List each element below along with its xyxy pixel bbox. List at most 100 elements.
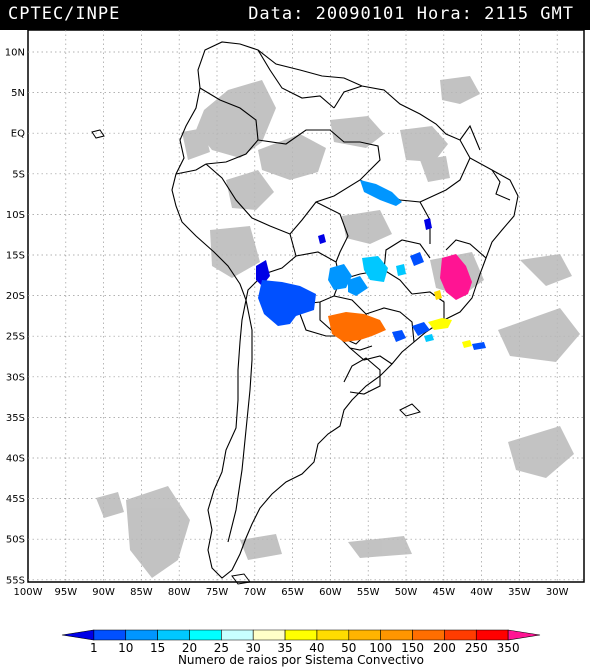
colorbar-segment	[348, 629, 381, 641]
longitude-labels: 100W 95W 90W 85W 80W 75W 70W 65W 60W 55W 50W 45W 40W…	[14, 587, 569, 598]
colorbar-segment	[61, 629, 95, 641]
longitude-label: 95W	[54, 587, 77, 598]
graticule	[28, 30, 584, 582]
colorbar-label: 30	[246, 641, 261, 655]
longitude-label: 65W	[281, 587, 304, 598]
system-central-small	[318, 234, 326, 244]
latitude-label: 45S	[6, 494, 25, 505]
longitude-label: 45W	[432, 587, 455, 598]
colorbar-label: 100	[369, 641, 392, 655]
border-brazil-states-11	[349, 347, 393, 365]
longitude-label: 100W	[14, 587, 43, 598]
system-amazon	[360, 180, 402, 206]
system-sp-yellow	[434, 290, 442, 300]
colorbar-label: 50	[341, 641, 356, 655]
colorbar-segment	[507, 629, 541, 641]
colorbar-segment	[316, 629, 350, 641]
latitude-label: 30S	[6, 372, 25, 383]
lightning-map: 10N5NEQ5S10S15S20S25S30S35S40S45S50S55S …	[5, 30, 585, 667]
colorbar-segment	[252, 629, 286, 641]
colorbar-label: 35	[277, 641, 292, 655]
map-header: CPTEC/INPE Data: 20090101 Hora: 2115 GMT	[0, 0, 590, 30]
longitude-label: 80W	[168, 587, 191, 598]
colorbar-segment	[284, 629, 318, 641]
colorbar-label: 1	[90, 641, 98, 655]
system-northeast	[424, 218, 432, 230]
cloud-cover	[96, 76, 580, 578]
colorbar-label: 150	[401, 641, 424, 655]
border-chile	[227, 299, 253, 543]
border-brazil-states-7	[315, 201, 349, 263]
latitude-label: 50S	[6, 535, 25, 546]
system-bolivia-north	[256, 260, 270, 286]
colorbar-label: 250	[465, 641, 488, 655]
border-guyana	[333, 85, 363, 109]
latitude-label: 15S	[6, 251, 25, 262]
border-brazil-states-9	[491, 169, 511, 201]
border-colombia	[199, 87, 259, 165]
colorbar-label: 350	[497, 641, 520, 655]
system-atlantic-a	[462, 340, 472, 348]
border-brazil-states-6	[365, 307, 415, 343]
latitude-label: 10S	[6, 210, 25, 221]
colorbar-segment	[157, 629, 190, 641]
border-venezuela	[257, 49, 335, 109]
colorbar: 1 10 15 20 25 30 35 40 50 100 150 200 250 350 Numero d…	[61, 629, 541, 667]
colorbar-segment	[221, 629, 254, 641]
border-brazil-states-4	[419, 157, 471, 203]
system-atlantic-b	[472, 342, 486, 350]
border-argentina-north	[289, 297, 373, 351]
latitude-label: 5S	[12, 169, 25, 180]
system-minas	[440, 254, 472, 300]
longitude-label: 50W	[395, 587, 418, 598]
system-mato-grosso	[328, 264, 352, 290]
colorbar-segment	[125, 629, 158, 641]
longitude-label: 30W	[546, 587, 569, 598]
latitude-label: 40S	[6, 454, 25, 465]
source-label: CPTEC/INPE	[8, 4, 121, 24]
colorbar-label: 15	[150, 641, 165, 655]
country-borders	[171, 41, 519, 579]
datetime-label: Data: 20090101 Hora: 2115 GMT	[248, 4, 574, 24]
continent-outline	[171, 41, 519, 579]
latitude-label: 25S	[6, 332, 25, 343]
colorbar-label: 20	[182, 641, 197, 655]
colorbar-label: 200	[433, 641, 456, 655]
border-brazil-states-10	[445, 239, 487, 259]
longitude-label: 35W	[508, 587, 531, 598]
system-sp-a	[392, 330, 406, 342]
colorbar-segment	[189, 629, 222, 641]
latitude-label: 5N	[11, 88, 25, 99]
border-brazil-states-8	[459, 124, 481, 151]
system-bolivia	[258, 280, 316, 326]
longitude-label: 40W	[470, 587, 493, 598]
system-rj-yellow	[428, 318, 452, 330]
longitude-label: 60W	[319, 587, 342, 598]
colorbar-segment	[412, 629, 445, 641]
border-ecuador	[175, 163, 207, 175]
system-goias-b	[362, 256, 388, 282]
colorbar-segment	[444, 629, 477, 641]
colorbar-segment	[93, 629, 127, 641]
colorbar-label: 10	[118, 641, 133, 655]
system-parana	[328, 312, 386, 342]
colorbar-segment	[475, 629, 509, 641]
system-mg	[410, 252, 424, 266]
colorbar-label: 40	[309, 641, 324, 655]
latitude-label: 35S	[6, 413, 25, 424]
border-uruguay	[343, 357, 381, 395]
longitude-label: 85W	[130, 587, 153, 598]
latitude-labels: 10N 5N EQ 5S 10S 15S 20S 25S 30S 35S 40S 45S 50S 55S	[5, 48, 25, 587]
colorbar-label: 25	[214, 641, 229, 655]
islands	[91, 129, 421, 585]
latitude-label: 55S	[6, 575, 25, 586]
latitude-label: 20S	[6, 291, 25, 302]
colorbar-title: Numero de raios por Sistema Convectivo	[178, 653, 424, 667]
longitude-label: 75W	[206, 587, 229, 598]
longitude-label: 70W	[243, 587, 266, 598]
system-rj-cyan	[424, 334, 434, 342]
system-goias-c	[396, 264, 406, 276]
system-sp-b	[412, 322, 430, 336]
longitude-label: 55W	[357, 587, 380, 598]
longitude-label: 90W	[92, 587, 115, 598]
